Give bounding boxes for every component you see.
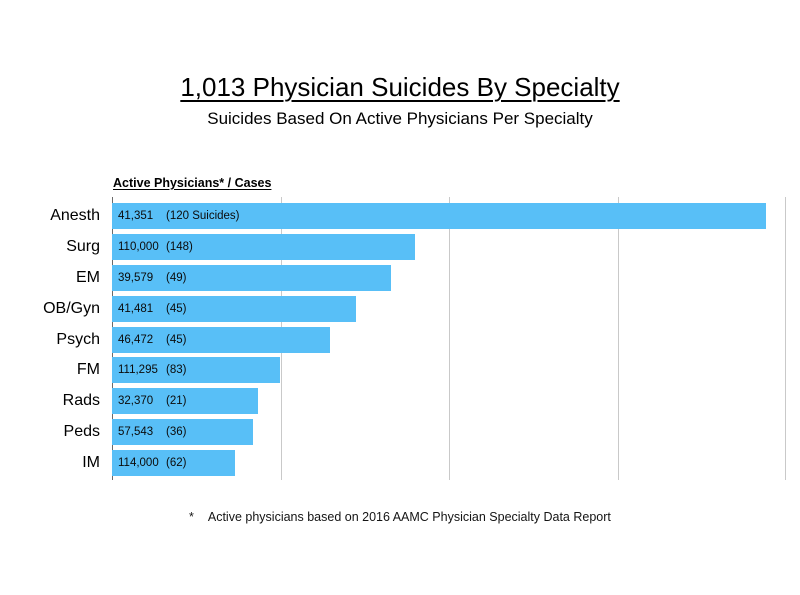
- bar-obgyn: 41,481 (45): [112, 295, 357, 322]
- bar-surg: 110,000 (148): [112, 234, 416, 261]
- category-label-em: EM: [76, 268, 100, 286]
- bar-value-cases: (45): [166, 302, 187, 315]
- footnote-marker: *: [189, 510, 194, 524]
- bar-rows: 41,351 (120 Suicides) 110,000 (148) 39,5…: [112, 201, 786, 478]
- bar-value-physicians: 32,370: [118, 395, 154, 408]
- page-title: 1,013 Physician Suicides By Specialty: [180, 72, 620, 102]
- category-label-anesth: Anesth: [50, 207, 100, 225]
- bar-psych: 46,472 (45): [112, 326, 331, 353]
- bar-value-cases: (49): [166, 271, 187, 284]
- column-header: Active Physicians* / Cases: [113, 176, 272, 190]
- category-label-peds: Peds: [63, 422, 100, 440]
- chart-row: 39,579 (49): [112, 263, 786, 294]
- bar-fm: 111,295 (83): [112, 357, 281, 384]
- bar-value-physicians: 39,579: [118, 271, 154, 284]
- bar-value-cases: (120 Suicides): [166, 210, 240, 223]
- bar-value-cases: (45): [166, 333, 187, 346]
- category-label-rads: Rads: [62, 392, 100, 410]
- chart-row: 114,000 (62): [112, 447, 786, 478]
- gridline: [785, 197, 786, 480]
- bar-em: 39,579 (49): [112, 264, 391, 291]
- bar-value-physicians: 114,000: [118, 456, 159, 469]
- plot-area: 41,351 (120 Suicides) 110,000 (148) 39,5…: [112, 197, 786, 480]
- bar-value-cases: (21): [166, 395, 187, 408]
- category-label-obgyn: OB/Gyn: [43, 299, 100, 317]
- bar-value-physicians: 57,543: [118, 425, 154, 438]
- chart-row: 41,481 (45): [112, 293, 786, 324]
- footnote-text: Active physicians based on 2016 AAMC Phy…: [207, 510, 611, 524]
- category-axis: Anesth Surg EM OB/Gyn Psych FM Rads Peds…: [0, 201, 100, 478]
- gridline: [449, 197, 450, 480]
- bar-value-cases: (83): [166, 364, 187, 377]
- bar-value-physicians: 41,351: [118, 210, 154, 223]
- footnote: * Active physicians based on 2016 AAMC P…: [189, 510, 611, 524]
- category-label-surg: Surg: [66, 238, 100, 256]
- bar-anesth: 41,351 (120 Suicides): [112, 203, 766, 230]
- page-subtitle: Suicides Based On Active Physicians Per …: [207, 109, 593, 128]
- chart-row: 32,370 (21): [112, 386, 786, 417]
- bar-value-physicians: 46,472: [118, 333, 154, 346]
- chart-row: 41,351 (120 Suicides): [112, 201, 786, 232]
- category-label-psych: Psych: [56, 330, 100, 348]
- category-label-im: IM: [82, 453, 100, 471]
- bar-value-physicians: 41,481: [118, 302, 154, 315]
- bar-peds: 57,543 (36): [112, 418, 253, 445]
- gridline: [617, 197, 619, 480]
- category-label-fm: FM: [76, 361, 100, 379]
- chart-row: 57,543 (36): [112, 416, 786, 447]
- bar-value-cases: (148): [166, 241, 193, 254]
- bar-im: 114,000 (62): [112, 449, 235, 476]
- bar-value-physicians: 110,000: [118, 241, 159, 254]
- chart-row: 46,472 (45): [112, 324, 786, 355]
- chart-row: 111,295 (83): [112, 355, 786, 386]
- bar-value-cases: (62): [166, 456, 187, 469]
- bar-rads: 32,370 (21): [112, 388, 259, 415]
- bar-value-cases: (36): [166, 425, 187, 438]
- bar-value-physicians: 111,295: [118, 364, 158, 377]
- chart-row: 110,000 (148): [112, 232, 786, 263]
